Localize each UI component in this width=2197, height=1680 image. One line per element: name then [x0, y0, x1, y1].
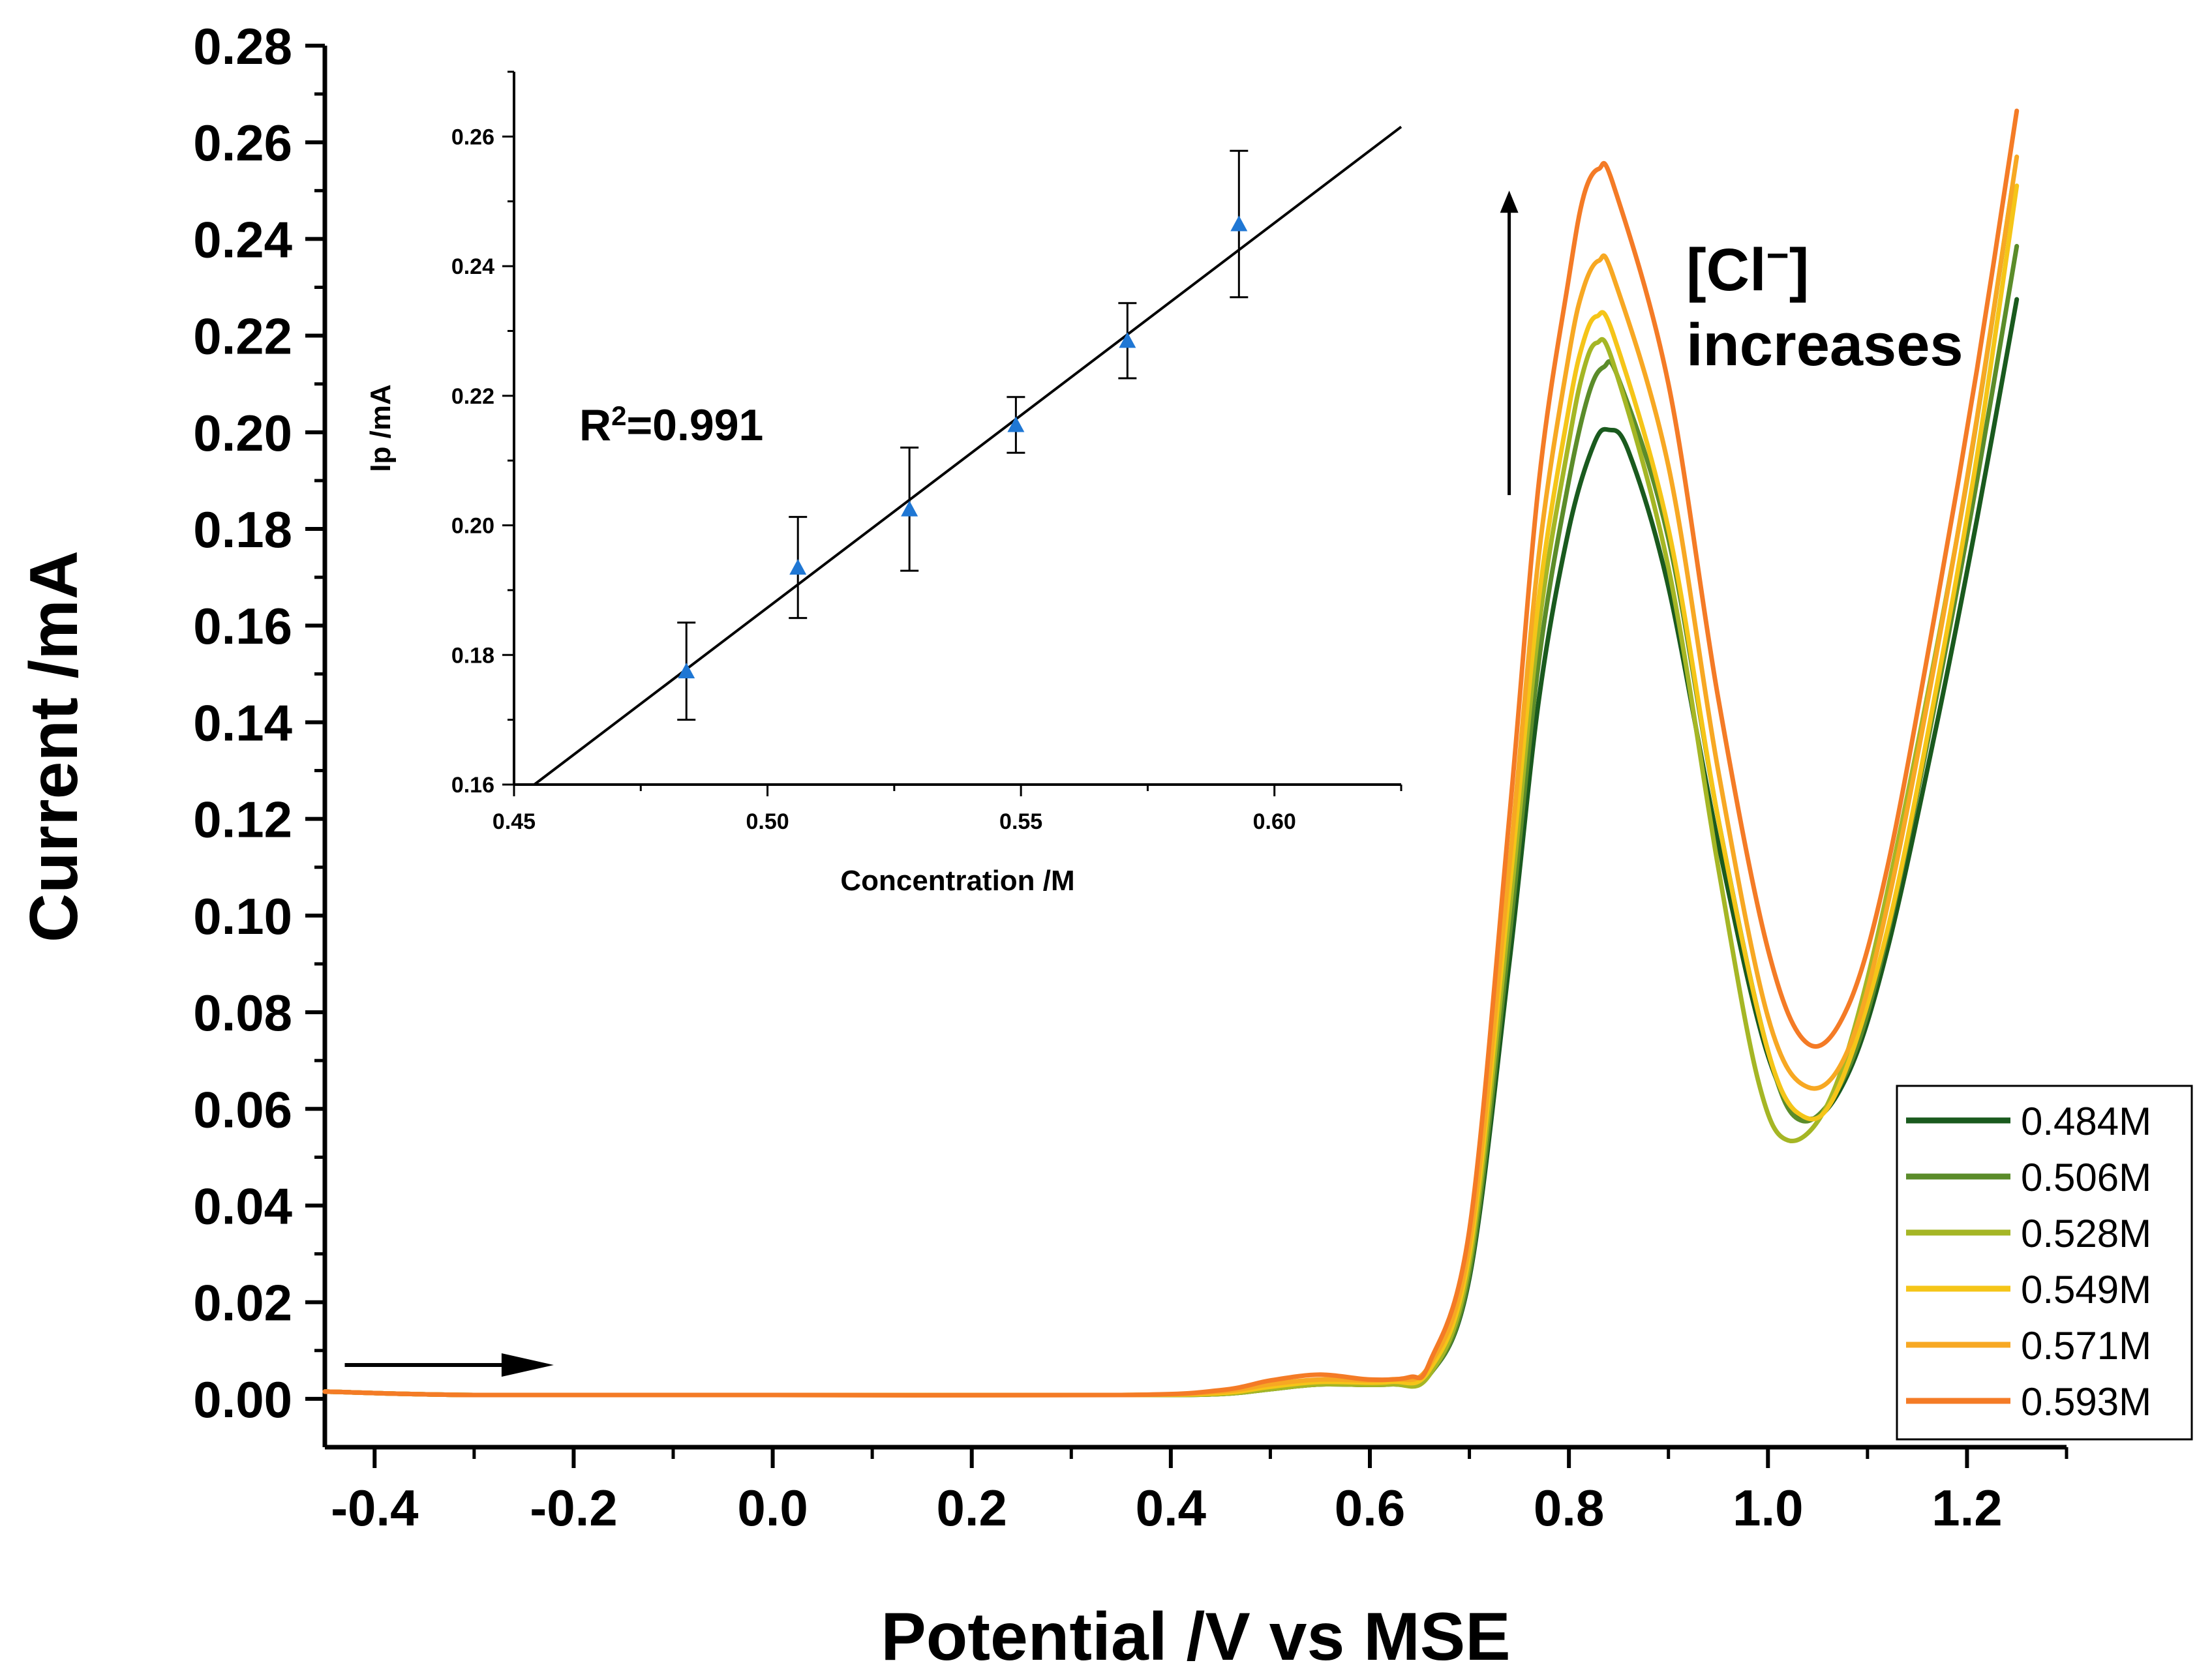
r-squared-label: R2=0.991 [579, 400, 763, 451]
inset-x-tick-label: 0.45 [492, 809, 536, 834]
x-tick-label: 0.2 [936, 1479, 1007, 1537]
y-tick-label: 0.00 [193, 1371, 292, 1428]
legend: 0.484M 0.506M 0.528M 0.549M 0.571M 0.593M [1896, 1085, 2193, 1441]
increase-label-text: [Cl [1686, 237, 1766, 303]
y-tick-label: 0.02 [193, 1274, 292, 1332]
inset-data-point [1230, 215, 1248, 232]
legend-box [1896, 1085, 2193, 1441]
increase-label-line1: [Cl−] [1686, 233, 1809, 304]
increase-label-line2: increases [1686, 312, 1963, 378]
y-tick-label: 0.08 [193, 984, 292, 1042]
y-tick-label: 0.12 [193, 791, 292, 848]
y-tick-label: 0.06 [193, 1081, 292, 1138]
inset-y-tick-label: 0.18 [451, 643, 494, 668]
r-squared-value: =0.991 [626, 400, 763, 450]
inset-data-point [1119, 332, 1136, 348]
inset-y-tick-label: 0.20 [451, 514, 494, 539]
inset-y-tick-label: 0.26 [451, 125, 494, 149]
inset-x-axis-label: Concentration /M [840, 865, 1074, 897]
legend-label: 0.549M [2021, 1268, 2151, 1312]
y-tick-label: 0.16 [193, 597, 292, 655]
inset-data-point [678, 663, 695, 679]
inset-y-tick-label: 0.24 [451, 254, 494, 279]
inset-y-tick-label: 0.16 [451, 773, 494, 798]
x-tick-label: -0.4 [331, 1479, 418, 1537]
inset-x-tick-label: 0.50 [746, 809, 789, 834]
legend-label: 0.506M [2021, 1156, 2151, 1199]
y-tick-label: 0.22 [193, 308, 292, 365]
inset-x-tick-label: 0.60 [1253, 809, 1296, 834]
y-tick-label: 0.26 [193, 114, 292, 172]
y-tick-label: 0.04 [193, 1177, 292, 1235]
series-line [322, 108, 2020, 1398]
legend-label: 0.593M [2021, 1380, 2151, 1424]
series-line [322, 297, 2020, 1398]
legend-label: 0.484M [2021, 1100, 2151, 1143]
y-axis-label: Current /mA [16, 550, 92, 942]
increase-label-bracket: ] [1789, 237, 1810, 303]
y-tick-label: 0.20 [193, 404, 292, 462]
x-tick-label: 0.6 [1335, 1479, 1405, 1537]
inset-data-point [901, 500, 918, 517]
y-tick-label: 0.14 [193, 694, 292, 751]
inset-y-tick-label: 0.22 [451, 384, 494, 409]
inset-plot: 0.16 0.18 0.20 0.22 0.24 0.26 0.45 0.50 0.55 0.60… [365, 70, 1402, 897]
x-axis-label: Potential /V vs MSE [881, 1599, 1510, 1675]
inset-data-point [1007, 416, 1025, 432]
increase-label-superscript: − [1766, 233, 1789, 277]
y-tick-label: 0.18 [193, 501, 292, 558]
x-tick-label: 0.8 [1534, 1479, 1604, 1537]
inset-y-axis-label: Ip /mA [365, 384, 397, 472]
y-tick-label: 0.28 [193, 18, 292, 75]
inset-x-tick-label: 0.55 [999, 809, 1042, 834]
r-squared-superscript: 2 [611, 400, 626, 431]
inset-data-point [789, 559, 807, 575]
x-tick-label: 0.0 [737, 1479, 808, 1537]
y-tick-label: 0.10 [193, 888, 292, 945]
legend-label: 0.528M [2021, 1212, 2151, 1255]
inset-fit-line [533, 125, 1402, 786]
x-tick-label: -0.2 [530, 1479, 617, 1537]
increase-arrow-head [1500, 190, 1519, 213]
x-tick-label: 0.4 [1136, 1479, 1206, 1537]
y-tick-label: 0.24 [193, 211, 292, 268]
x-tick-label: 1.0 [1733, 1479, 1803, 1537]
r-squared-base: R [579, 400, 611, 450]
main-plot: 0.000.020.040.060.080.100.120.140.160.18… [16, 18, 2068, 1675]
scan-direction-arrow-head [501, 1353, 554, 1377]
x-tick-label: 1.2 [1932, 1479, 2002, 1537]
legend-label: 0.571M [2021, 1324, 2151, 1368]
